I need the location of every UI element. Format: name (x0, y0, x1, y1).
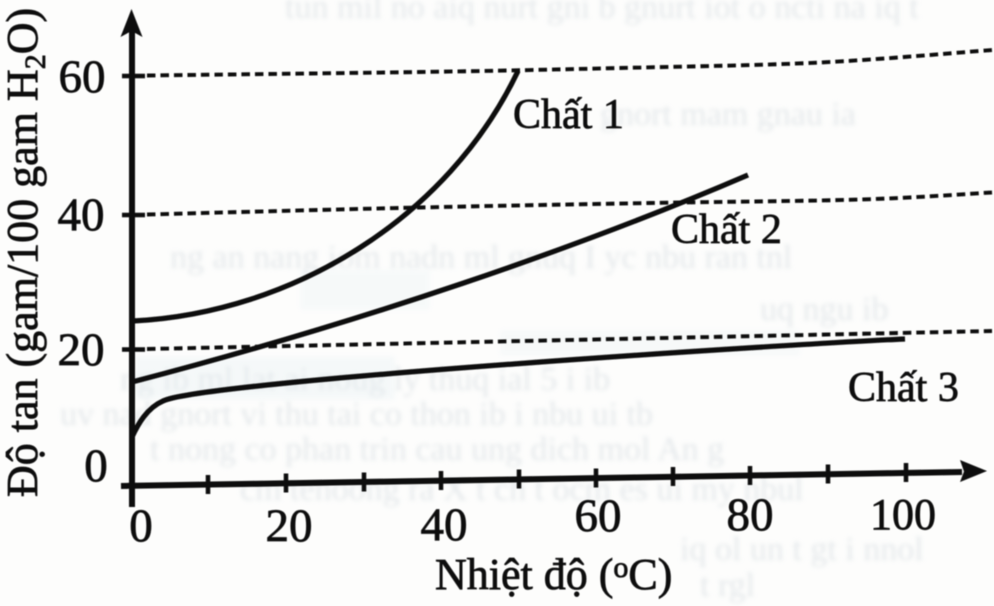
svg-text:iq ol un t gt i nnol: iq ol un t gt i nnol (680, 531, 924, 568)
svg-text:uq ngu ib: uq ngu ib (760, 291, 888, 328)
svg-text:ng an nang iom nadn ml gnuq I: ng an nang iom nadn ml gnuq I yc nbu ran… (170, 239, 792, 276)
svg-text:60: 60 (575, 490, 622, 542)
svg-text:t rgl: t rgl (700, 567, 755, 604)
svg-text:Chất 3: Chất 3 (848, 365, 959, 411)
svg-text:80: 80 (727, 489, 774, 541)
svg-text:tun mil no aiq nurt gni b gnur: tun mil no aiq nurt gni b gnurt iot o nc… (285, 0, 919, 26)
svg-text:40: 40 (421, 499, 468, 551)
svg-text:0: 0 (129, 500, 153, 552)
svg-text:20: 20 (266, 500, 313, 552)
svg-text:Chất 2: Chất 2 (671, 207, 782, 253)
svg-text:Nhiệt độ (oC): Nhiệt độ (oC) (435, 550, 672, 599)
svg-text:gnort mam gnau ia: gnort mam gnau ia (600, 96, 856, 133)
svg-text:Độ tan (gam/100 gam H2O): Độ tan (gam/100 gam H2O) (0, 8, 52, 497)
svg-text:40: 40 (58, 189, 105, 241)
svg-text:Chất 1: Chất 1 (513, 92, 624, 138)
svg-text:20: 20 (58, 324, 105, 376)
svg-text:60: 60 (59, 51, 106, 103)
svg-text:0: 0 (84, 440, 108, 492)
svg-text:100: 100 (870, 490, 936, 539)
svg-text:t nong co phan trin cau ung d: t nong co phan trin cau ung dich mol An … (150, 431, 724, 468)
